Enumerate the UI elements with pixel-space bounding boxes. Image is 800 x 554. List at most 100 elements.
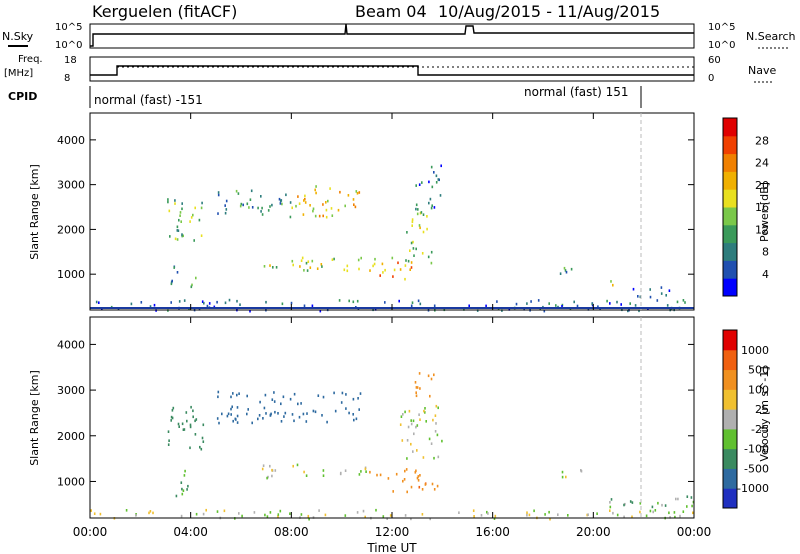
echo-cell	[182, 234, 184, 238]
echo-cell	[262, 464, 265, 467]
range-tick-label: 3000	[57, 384, 85, 397]
echo-cell	[358, 267, 360, 271]
echo-cell	[410, 485, 413, 489]
echo-cell	[322, 395, 325, 399]
echo-cell	[402, 479, 404, 483]
echo-cell	[235, 189, 238, 193]
echo-cell	[382, 515, 385, 518]
echo-cell	[565, 270, 568, 274]
echo-cell	[692, 511, 694, 515]
echo-cell	[359, 392, 362, 395]
echo-cell	[190, 285, 193, 289]
echo-cell	[352, 198, 355, 201]
echo-cell	[291, 259, 294, 263]
echo-cell	[273, 400, 276, 403]
echo-cell	[216, 510, 219, 513]
echo-cell	[413, 254, 415, 257]
echo-cell	[409, 249, 411, 252]
echo-cell	[190, 216, 193, 219]
nsearch-label: N.Search	[746, 30, 796, 43]
echo-cell	[170, 301, 172, 304]
echo-cell	[369, 470, 371, 474]
echo-cell	[437, 178, 440, 181]
colorbar-segment	[723, 242, 737, 261]
echo-cell	[321, 414, 323, 417]
echo-cell	[530, 300, 532, 303]
echo-cell	[221, 412, 223, 416]
echo-cell	[677, 497, 679, 501]
echo-cell	[410, 517, 412, 521]
echo-cell	[352, 397, 355, 401]
echo-cell	[440, 164, 442, 168]
echo-cell	[331, 214, 334, 217]
echo-cell	[418, 224, 421, 227]
time-tick-label: 00:00	[73, 525, 108, 539]
colorbar-segment	[723, 468, 737, 489]
echo-cell	[364, 515, 366, 519]
echo-cell	[230, 407, 232, 411]
echo-cell	[231, 405, 233, 409]
echo-cell	[587, 308, 590, 311]
echo-cell	[664, 504, 667, 507]
echo-cell	[130, 302, 133, 306]
echo-cell	[494, 514, 497, 518]
echo-cell	[690, 496, 693, 499]
echo-cell	[652, 510, 654, 514]
echo-cell	[223, 509, 226, 513]
echo-cell	[181, 234, 183, 238]
echo-cell	[178, 425, 180, 428]
echo-cell	[299, 265, 301, 268]
echo-cell	[379, 274, 381, 277]
echo-cell	[360, 470, 362, 473]
echo-cell	[300, 513, 303, 516]
echo-cell	[429, 394, 431, 398]
echo-cell	[649, 288, 651, 291]
colorbar-tick-label: -1000	[737, 482, 769, 495]
echo-cell	[418, 183, 421, 186]
echo-cell	[217, 395, 219, 399]
echo-cell	[257, 206, 259, 210]
echo-cell	[433, 488, 436, 491]
freq-panel-frame	[89, 56, 695, 82]
echo-cell	[289, 397, 292, 401]
echo-cell	[322, 214, 324, 218]
echo-cell	[249, 309, 251, 313]
echo-cell	[172, 406, 175, 410]
echo-cell	[303, 199, 305, 202]
echo-cell	[263, 265, 266, 268]
echo-cell	[293, 392, 296, 396]
echo-cell	[357, 397, 359, 400]
echo-cell	[269, 205, 271, 208]
echo-cell	[398, 299, 400, 303]
echo-cell	[290, 301, 293, 305]
echo-cell	[411, 301, 414, 304]
echo-cell	[684, 301, 686, 304]
echo-cell	[285, 193, 287, 197]
echo-cell	[300, 402, 302, 405]
echo-cell	[609, 509, 611, 512]
echo-cell	[406, 490, 408, 494]
echo-cell	[202, 440, 205, 443]
echo-cell	[217, 212, 219, 215]
echo-cell	[353, 203, 355, 206]
echo-cell	[654, 509, 657, 512]
echo-cell	[198, 218, 201, 222]
echo-cell	[217, 193, 220, 197]
range-tick-label: 2000	[57, 430, 85, 443]
echo-cell	[606, 299, 608, 303]
echo-cell	[289, 512, 291, 515]
echo-cell	[476, 309, 479, 312]
echo-cell	[322, 469, 325, 472]
echo-cell	[364, 467, 367, 471]
echo-cell	[195, 418, 198, 421]
echo-cell	[189, 425, 192, 429]
colorbar-tick-label: -500	[744, 462, 769, 475]
echo-cell	[561, 305, 563, 308]
echo-cell	[410, 261, 413, 264]
echo-cell	[171, 279, 173, 283]
echo-cell	[271, 468, 273, 472]
echo-cell	[548, 302, 550, 305]
echo-cell	[682, 510, 685, 513]
echo-cell	[526, 302, 528, 305]
echo-cell	[318, 214, 321, 218]
